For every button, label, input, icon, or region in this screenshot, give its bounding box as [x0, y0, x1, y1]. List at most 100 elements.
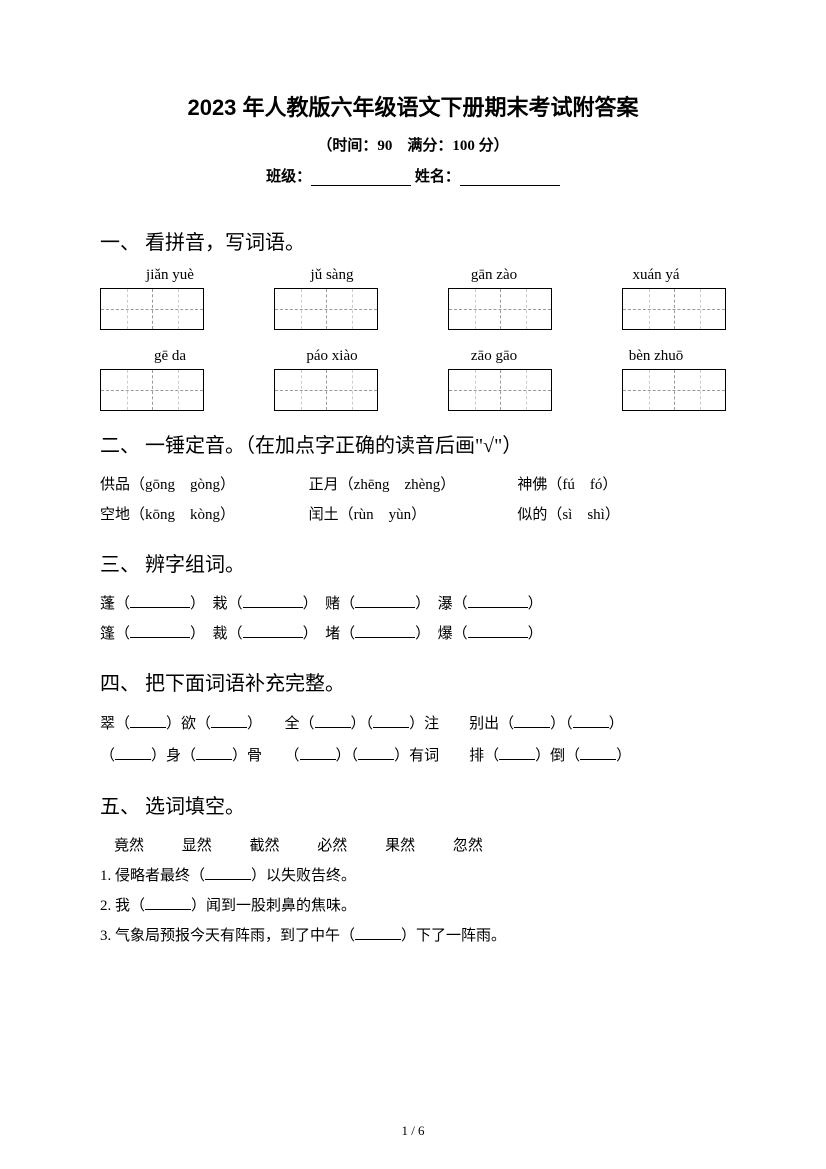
q5-item: 2. 我（ ）闻到一股刺鼻的焦味。 — [100, 891, 726, 921]
exam-subtitle: （时间：90 满分：100 分） — [100, 134, 726, 155]
blank[interactable] — [145, 896, 191, 910]
blank[interactable] — [580, 746, 616, 760]
pinyin-row-2: gē da páo xiào zāo gāo bèn zhuō — [100, 348, 726, 365]
name-label: 姓名： — [415, 169, 460, 185]
section2-title: 二、 一锤定音。（在加点字正确的读音后画"√"） — [100, 429, 726, 458]
txt: ） — [616, 748, 631, 764]
q4-row: 翠（ ）欲（ ） 全（ ）（ ）注 别出（ ）（ ） — [100, 708, 726, 740]
txt: ）注 别出（ — [409, 716, 514, 732]
blank[interactable] — [243, 624, 303, 638]
name-blank[interactable] — [460, 170, 560, 186]
blank[interactable] — [211, 714, 247, 728]
q2-item: 神佛（fú fó） — [517, 470, 726, 500]
txt: ） 全（ — [247, 716, 315, 732]
txt: ）下了一阵雨。 — [401, 928, 506, 944]
q3-row: 篷（） 裁（） 堵（） 爆（） — [100, 619, 726, 649]
txt: ）（ — [550, 716, 573, 732]
word: 显然 — [182, 838, 212, 854]
char: 堵 — [325, 626, 340, 642]
pinyin-item: gān zào — [424, 267, 564, 284]
blank[interactable] — [355, 594, 415, 608]
txt: ） — [609, 716, 624, 732]
word: 必然 — [317, 838, 347, 854]
txt: 2. 我（ — [100, 898, 145, 914]
char: 瀑 — [438, 596, 453, 612]
txt: ）倒（ — [535, 748, 580, 764]
char-box-row-1 — [100, 288, 726, 330]
q4-row: （）身（）骨 （）（）有词 排（）倒（） — [100, 740, 726, 772]
txt: ）身（ — [151, 748, 196, 764]
txt: ）以失败告终。 — [251, 868, 356, 884]
char-box[interactable] — [100, 369, 204, 411]
char: 赌 — [325, 596, 340, 612]
blank[interactable] — [373, 714, 409, 728]
txt: 翠（ — [100, 716, 130, 732]
pinyin-row-1: jiǎn yuè jǔ sàng gān zào xuán yá — [100, 267, 726, 284]
char-box[interactable] — [622, 288, 726, 330]
char-box[interactable] — [274, 369, 378, 411]
class-label: 班级： — [266, 169, 311, 185]
q5-words: 竟然 显然 截然 必然 果然 忽然 — [100, 831, 726, 861]
blank[interactable] — [573, 714, 609, 728]
txt: 1. 侵略者最终（ — [100, 868, 205, 884]
word: 截然 — [250, 838, 280, 854]
txt: ）（ — [336, 748, 359, 764]
q2-item: 正月（zhēng zhèng） — [309, 470, 518, 500]
pinyin-item: bèn zhuō — [586, 348, 726, 365]
blank[interactable] — [315, 714, 351, 728]
time-label: （时间：90 — [317, 138, 392, 154]
txt: ）骨 （ — [232, 748, 300, 764]
txt: ）（ — [351, 716, 374, 732]
char-box[interactable] — [622, 369, 726, 411]
blank[interactable] — [355, 926, 401, 940]
section3-title: 三、 辨字组词。 — [100, 548, 726, 577]
word: 果然 — [385, 838, 415, 854]
word: 忽然 — [453, 838, 483, 854]
section5-title: 五、 选词填空。 — [100, 790, 726, 819]
char: 蓬 — [100, 596, 115, 612]
pinyin-item: gē da — [100, 348, 240, 365]
blank[interactable] — [115, 746, 151, 760]
blank[interactable] — [300, 746, 336, 760]
pinyin-item: páo xiào — [262, 348, 402, 365]
q3-row: 蓬（） 栽（） 赌（） 瀑（） — [100, 589, 726, 619]
blank[interactable] — [130, 624, 190, 638]
blank[interactable] — [468, 594, 528, 608]
blank[interactable] — [243, 594, 303, 608]
char-box[interactable] — [448, 369, 552, 411]
word: 竟然 — [114, 838, 144, 854]
char-box[interactable] — [274, 288, 378, 330]
blank[interactable] — [196, 746, 232, 760]
char-box-row-2 — [100, 369, 726, 411]
blank[interactable] — [468, 624, 528, 638]
q2-row: 供品（gōng gòng） 正月（zhēng zhèng） 神佛（fú fó） — [100, 470, 726, 500]
section1-title: 一、 看拼音，写词语。 — [100, 226, 726, 255]
blank[interactable] — [514, 714, 550, 728]
char: 栽 — [213, 596, 228, 612]
blank[interactable] — [130, 594, 190, 608]
q5-item: 3. 气象局预报今天有阵雨，到了中午（ ）下了一阵雨。 — [100, 921, 726, 951]
q2-item: 供品（gōng gòng） — [100, 470, 309, 500]
class-blank[interactable] — [311, 170, 411, 186]
char: 爆 — [438, 626, 453, 642]
page-number: 1 / 6 — [0, 1123, 826, 1139]
txt: ）闻到一股刺鼻的焦味。 — [191, 898, 356, 914]
blank[interactable] — [205, 866, 251, 880]
txt: 3. 气象局预报今天有阵雨，到了中午（ — [100, 928, 355, 944]
q2-row: 空地（kōng kòng） 闰土（rùn yùn） 似的（sì shì） — [100, 500, 726, 530]
char-box[interactable] — [448, 288, 552, 330]
txt: ）欲（ — [166, 716, 211, 732]
blank[interactable] — [358, 746, 394, 760]
char: 裁 — [213, 626, 228, 642]
pinyin-item: jǔ sàng — [262, 267, 402, 284]
q5-item: 1. 侵略者最终（ ）以失败告终。 — [100, 861, 726, 891]
pinyin-item: jiǎn yuè — [100, 267, 240, 284]
pinyin-item: zāo gāo — [424, 348, 564, 365]
q2-item: 空地（kōng kòng） — [100, 500, 309, 530]
q2-item: 闰土（rùn yùn） — [309, 500, 518, 530]
blank[interactable] — [355, 624, 415, 638]
char: 篷 — [100, 626, 115, 642]
char-box[interactable] — [100, 288, 204, 330]
blank[interactable] — [499, 746, 535, 760]
blank[interactable] — [130, 714, 166, 728]
